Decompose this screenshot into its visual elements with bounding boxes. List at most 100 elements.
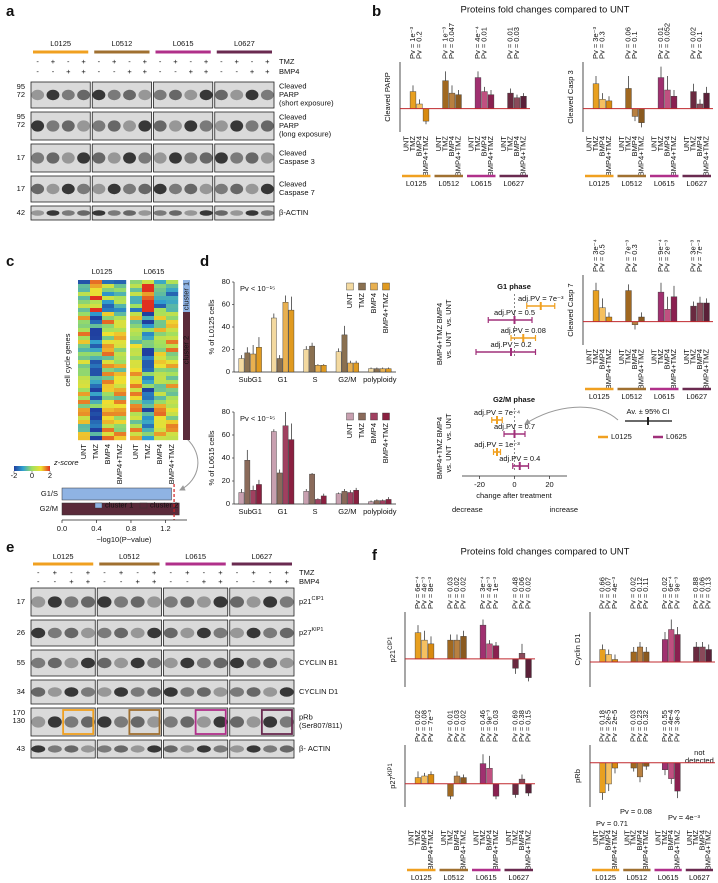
sign: - [37, 568, 40, 577]
band [163, 596, 178, 608]
band [31, 745, 46, 753]
heatmap-cell [102, 388, 115, 393]
sign: - [186, 577, 189, 586]
heatmap-cell [114, 352, 127, 357]
condition-label: BMP4+TMZ [426, 830, 435, 871]
bar [693, 646, 700, 663]
bar [271, 431, 277, 505]
legend-label: cluster 2 [150, 500, 178, 509]
p-value: Pv = 7e⁻³ [426, 709, 435, 742]
category-label: SubG1 [239, 507, 262, 516]
bar [703, 92, 710, 109]
group-label: L0627 [689, 873, 710, 882]
p-value: Pv = 0.5 [597, 244, 606, 272]
band [199, 152, 213, 164]
band [153, 183, 167, 195]
heatmap-cell [154, 296, 167, 301]
bar [625, 290, 632, 322]
sign: + [204, 67, 209, 76]
bar [442, 80, 449, 109]
heatmap-cell [114, 428, 127, 433]
band [230, 152, 244, 164]
p-value: Pv = 1e⁻³ [440, 26, 449, 59]
condition-label: BMP4+TMZ [486, 136, 495, 177]
band [114, 745, 129, 753]
y-tick-label: 40 [222, 322, 230, 331]
heatmap-cell [78, 372, 91, 377]
kda-label: 72 [17, 120, 25, 129]
heatmap-cell [90, 392, 103, 397]
blot-strip [96, 739, 162, 759]
p-value: Pv = 7e⁻³ [695, 239, 704, 272]
heatmap-cell [130, 400, 143, 405]
heatmap-cell [78, 364, 91, 369]
heatmap-cell [90, 400, 103, 405]
heatmap-cell [154, 380, 167, 385]
bar [631, 108, 639, 117]
condition-label: UNT [406, 830, 415, 846]
heatmap-cell [142, 380, 155, 385]
bar [638, 316, 645, 322]
row-label-sup: KIP1 [312, 627, 324, 633]
heatmap-cell [130, 372, 143, 377]
condition-label: TMZ [445, 830, 454, 846]
heatmap-cell [78, 432, 91, 437]
heatmap-cell [78, 416, 91, 421]
heatmap-cell [166, 432, 179, 437]
heatmap-cell [114, 332, 127, 337]
sign: - [170, 568, 173, 577]
bar [374, 368, 380, 373]
bar [256, 347, 262, 373]
row-label: Cleaved [279, 112, 307, 121]
heatmap-cell [154, 416, 167, 421]
band [263, 596, 278, 608]
bar [320, 365, 327, 373]
bar [518, 778, 526, 784]
band [230, 627, 244, 639]
heatmap-cell [78, 308, 91, 313]
bar [368, 368, 374, 373]
legend-label: BMP4+TMZ [381, 293, 390, 334]
heatmap-cell [78, 312, 91, 317]
kda-label: 95 [17, 82, 25, 91]
bar [664, 89, 671, 109]
p-value: Pv = 0.01 [445, 710, 454, 742]
condition-label: BMP4+TMZ [672, 830, 681, 871]
p-value: Pv = 9e⁻⁴ [656, 239, 665, 272]
p-value: Pv = 0.66 [597, 577, 606, 609]
sign: + [127, 67, 132, 76]
heatmap-cell [102, 336, 115, 341]
heatmap-cell [78, 396, 91, 401]
condition-label: BMP4 [597, 349, 606, 369]
heatmap-cell [114, 396, 127, 401]
y-tick-label: 60 [222, 430, 230, 439]
heatmap-cell [78, 400, 91, 405]
heatmap-cell [78, 300, 91, 305]
heatmap-cell [78, 344, 91, 349]
band [169, 89, 182, 101]
band [196, 657, 211, 669]
band [81, 745, 95, 753]
category-label: polyploidy [363, 507, 397, 516]
heatmap-cell [154, 340, 167, 345]
p-value: Pv = 6e⁻⁴ [413, 576, 422, 609]
condition-label: BMP4+TMZ [704, 830, 713, 871]
x-axis-label: −log10(P−value) [96, 535, 152, 544]
sign: - [103, 577, 106, 586]
heatmap-cell [154, 400, 167, 405]
sign: - [67, 57, 70, 66]
group-label: L0627 [503, 179, 524, 188]
heatmap-cell [78, 356, 91, 361]
heatmap-cell [102, 356, 115, 361]
y-axis-label: p21CIP1 [388, 636, 397, 663]
heatmap-cell [90, 360, 103, 365]
bar [320, 495, 327, 505]
band [279, 716, 294, 728]
heatmap-cell [90, 380, 103, 385]
heatmap-cell [142, 328, 155, 333]
heatmap-cell [114, 316, 127, 321]
sign: + [218, 568, 223, 577]
heatmap-cell [166, 408, 179, 413]
heatmap-cell [166, 412, 179, 417]
cell-line-label: L0512 [119, 552, 140, 561]
